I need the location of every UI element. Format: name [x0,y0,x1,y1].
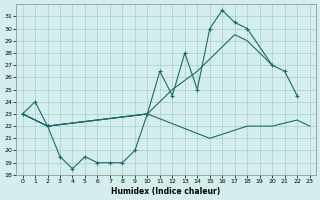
X-axis label: Humidex (Indice chaleur): Humidex (Indice chaleur) [111,187,221,196]
